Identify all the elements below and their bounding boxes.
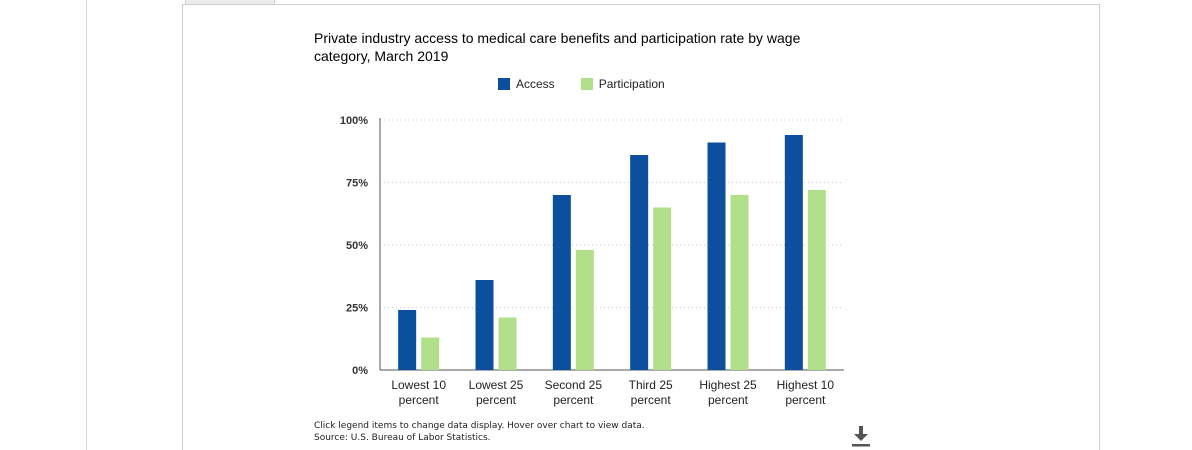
left-divider bbox=[86, 0, 87, 450]
download-icon bbox=[852, 426, 870, 447]
bar-access-5[interactable] bbox=[707, 142, 726, 371]
bar-access-4[interactable] bbox=[630, 155, 649, 370]
bar-participation-4[interactable] bbox=[653, 207, 672, 371]
bar-participation-2[interactable] bbox=[498, 317, 517, 371]
legend-swatch-participation bbox=[580, 78, 593, 90]
bar-participation-6[interactable] bbox=[807, 190, 826, 370]
y-tick-label: 25% bbox=[346, 303, 368, 315]
chart-legend: Access Participation bbox=[498, 75, 691, 93]
bar-participation-3[interactable] bbox=[575, 250, 594, 370]
x-tick-label: percent bbox=[399, 393, 440, 407]
x-tick-label: Third 25 bbox=[629, 378, 673, 392]
legend-swatch-access bbox=[498, 78, 510, 90]
tab-stub[interactable] bbox=[185, 0, 275, 5]
legend-label-participation: Participation bbox=[598, 77, 665, 91]
x-tick-label: Highest 10 bbox=[777, 378, 835, 392]
legend-item-access[interactable]: Access bbox=[498, 77, 555, 91]
legend-item-participation[interactable]: Participation bbox=[580, 77, 665, 91]
x-tick-label: percent bbox=[708, 393, 749, 407]
bar-access-2[interactable] bbox=[475, 280, 494, 370]
x-tick-label: Lowest 25 bbox=[469, 378, 524, 392]
y-tick-label: 0% bbox=[352, 365, 368, 377]
interaction-note: Click legend items to change data displa… bbox=[314, 421, 645, 431]
x-tick-label: Highest 25 bbox=[699, 378, 757, 392]
bar-access-6[interactable] bbox=[784, 135, 803, 370]
x-tick-label: percent bbox=[553, 393, 594, 407]
chart-panel bbox=[182, 4, 1100, 450]
bar-participation-5[interactable] bbox=[730, 195, 749, 370]
x-tick-label: Second 25 bbox=[545, 378, 603, 392]
bar-participation-1[interactable] bbox=[421, 337, 440, 371]
x-tick-label: percent bbox=[476, 393, 517, 407]
x-tick-label: percent bbox=[785, 393, 826, 407]
bar-access-1[interactable] bbox=[398, 310, 417, 370]
legend-label-access: Access bbox=[516, 77, 555, 91]
x-tick-label: Lowest 10 bbox=[391, 378, 446, 392]
bar-access-3[interactable] bbox=[552, 195, 571, 370]
y-tick-label: 100% bbox=[340, 115, 368, 127]
download-button[interactable] bbox=[850, 424, 872, 448]
source-note: Source: U.S. Bureau of Labor Statistics. bbox=[314, 433, 491, 443]
chart-notes: Click legend items to change data displa… bbox=[314, 420, 645, 444]
y-tick-label: 75% bbox=[346, 178, 368, 190]
x-tick-label: percent bbox=[631, 393, 672, 407]
chart-title: Private industry access to medical care … bbox=[314, 30, 801, 64]
y-tick-label: 50% bbox=[346, 240, 368, 252]
